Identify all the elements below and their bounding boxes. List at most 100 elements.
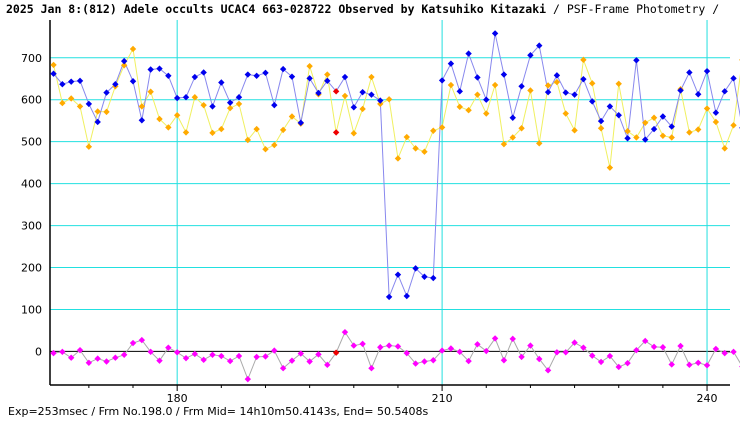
comparison-point [103,108,110,116]
comparison-point [686,129,693,136]
difference-point [606,352,614,360]
target-point [76,77,84,85]
comparison-point [332,129,340,136]
target-point [447,60,455,67]
difference-point [447,345,455,352]
target-point [474,74,481,81]
difference-point [67,354,75,361]
comparison-point [253,125,260,133]
difference-point [235,352,243,360]
difference-point [695,359,702,366]
comparison-point [129,45,137,53]
target-point [465,50,472,57]
comparison-point [50,61,57,69]
comparison-point [138,103,146,110]
target-point [589,98,596,105]
difference-point [438,347,446,354]
target-series-line [53,33,740,298]
comparison-point [624,127,631,135]
difference-point [377,344,384,351]
difference-point [156,357,163,364]
target-point [85,100,93,108]
comparison-point [474,91,481,98]
target-point [703,67,711,75]
difference-point [94,355,101,362]
y-tick-label: 0 [35,345,42,358]
comparison-point [438,124,446,131]
difference-point [589,352,596,359]
difference-point [350,342,357,349]
difference-point [624,359,631,367]
comparison-point [85,143,93,150]
target-point [394,271,402,278]
difference-point [288,357,296,364]
difference-point [527,342,534,349]
target-point [642,136,649,143]
series-lines [53,33,740,381]
difference-point [597,358,605,366]
y-tick-label: 100 [21,303,42,316]
difference-point [147,348,154,356]
difference-point [138,336,146,344]
difference-point [253,353,260,361]
comparison-point [368,73,375,81]
plot-axes [49,20,730,386]
target-point [421,273,428,280]
comparison-point [377,100,384,108]
target-point [624,135,631,142]
target-point [165,72,172,79]
comparison-point [350,130,357,137]
target-point [412,265,419,272]
target-point [686,69,693,76]
y-tick-label: 600 [21,94,42,107]
difference-point [544,367,552,374]
x-tick-label: 210 [432,392,453,405]
difference-point [341,328,349,336]
comparison-point [703,105,711,112]
target-point [350,104,357,111]
difference-point [659,344,667,351]
target-point [59,80,66,88]
comparison-point [209,129,216,137]
difference-point [262,353,269,360]
target-point [615,112,622,119]
target-point [403,292,410,300]
target-point [721,88,728,95]
difference-point [315,351,322,358]
target-point [359,88,366,96]
difference-point [226,357,234,365]
difference-point [412,360,419,367]
comparison-point [200,101,207,109]
target-point [147,66,154,73]
axis-ticks: 0 100 200 300 400 500 600 700 180 210 240 [21,52,718,405]
target-point [695,91,702,98]
target-point [633,57,640,64]
comparison-point [447,81,455,89]
difference-point [456,348,463,356]
difference-point [271,347,278,354]
difference-point [615,363,622,371]
target-point [509,114,516,121]
comparison-point [633,134,640,141]
comparison-point [306,62,313,70]
target-point [668,123,675,130]
comparison-point [394,155,402,162]
difference-point [279,365,287,372]
difference-point [642,337,649,345]
comparison-point [173,112,181,119]
comparison-point [589,80,596,87]
target-point [235,93,243,101]
target-point [368,91,375,98]
difference-point [324,361,331,369]
x-tick-label: 180 [167,392,188,405]
difference-point [730,348,737,356]
comparison-point [500,140,508,148]
difference-point [491,335,499,342]
target-point [218,79,225,86]
comparison-point [359,105,366,113]
difference-point [721,349,728,357]
comparison-point [67,95,75,102]
difference-point [173,349,181,356]
target-point [200,69,207,76]
difference-point [218,352,225,360]
